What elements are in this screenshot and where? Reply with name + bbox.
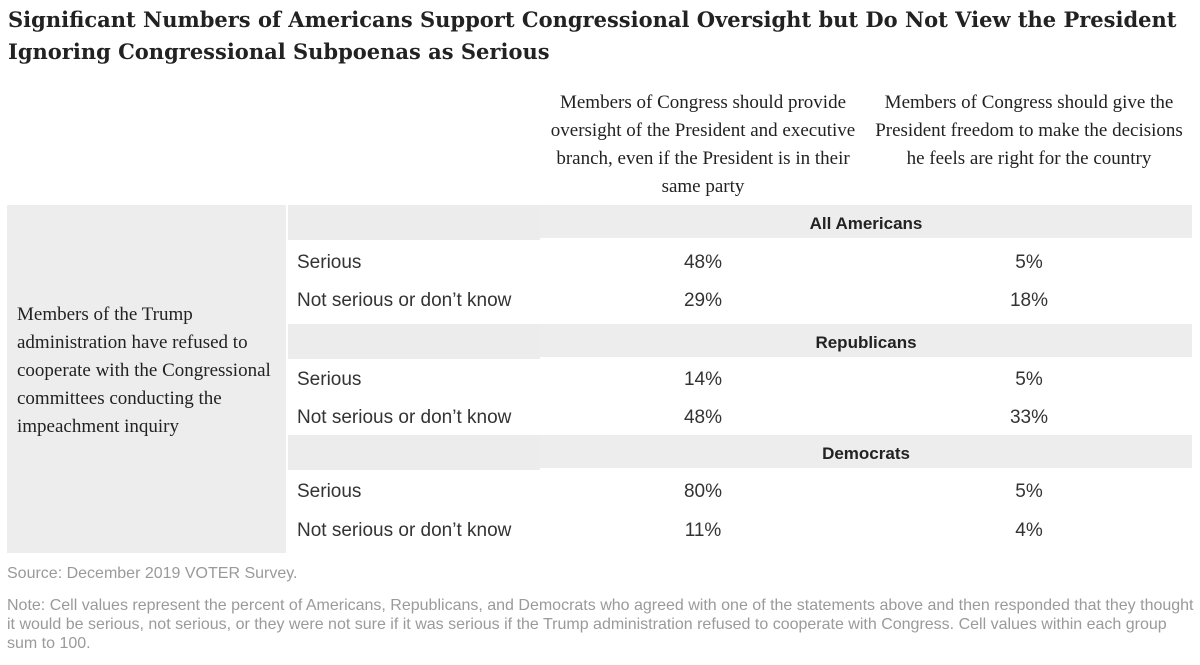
row-label: Serious	[297, 481, 362, 502]
row-label: Serious	[297, 252, 362, 273]
cell-value: 33%	[1009, 407, 1049, 428]
group-label: Democrats	[822, 444, 910, 463]
table-row: Serious 14% 5%	[288, 361, 1192, 399]
row-header-cell: Members of the Trump administration have…	[7, 205, 286, 553]
cell-value: 5%	[1015, 252, 1043, 273]
row-label: Not serious or don’t know	[297, 520, 512, 541]
table-row: Not serious or don’t know 48% 33%	[288, 399, 1192, 437]
table-row: Not serious or don’t know 29% 18%	[288, 282, 1192, 320]
cell-value: 11%	[684, 520, 722, 541]
group-label: Republicans	[815, 333, 917, 352]
footnote: Note: Cell values represent the percent …	[7, 597, 1194, 652]
row-label: Serious	[297, 369, 362, 390]
row-label: Not serious or don’t know	[297, 407, 512, 428]
cell-value: 4%	[1015, 520, 1043, 541]
cell-value: 48%	[683, 407, 723, 428]
row-header-text: Members of the Trump administration have…	[17, 304, 271, 437]
group-band-republicans: Republicans	[288, 324, 1192, 359]
cell-value: 5%	[1015, 369, 1043, 390]
table-row: Serious 48% 5%	[288, 244, 1192, 282]
column-header-oversight: Members of Congress should provide overs…	[550, 92, 856, 197]
cell-value: 80%	[683, 481, 723, 502]
table-row: Serious 80% 5%	[288, 473, 1192, 511]
column-header-freedom: Members of Congress should give the Pres…	[875, 92, 1183, 169]
group-label: All Americans	[809, 214, 923, 233]
chart-title: Significant Numbers of Americans Support…	[8, 7, 1177, 64]
group-band-all-americans: All Americans	[288, 205, 1192, 240]
group-band-democrats: Democrats	[288, 435, 1192, 470]
table-row: Not serious or don’t know 11% 4%	[288, 512, 1192, 550]
source-note: Source: December 2019 VOTER Survey.	[7, 565, 298, 582]
cell-value: 14%	[683, 369, 723, 390]
cell-value: 18%	[1009, 290, 1049, 311]
cell-value: 5%	[1015, 481, 1043, 502]
cell-value: 48%	[683, 252, 723, 273]
cell-value: 29%	[683, 290, 723, 311]
row-label: Not serious or don’t know	[297, 290, 512, 311]
